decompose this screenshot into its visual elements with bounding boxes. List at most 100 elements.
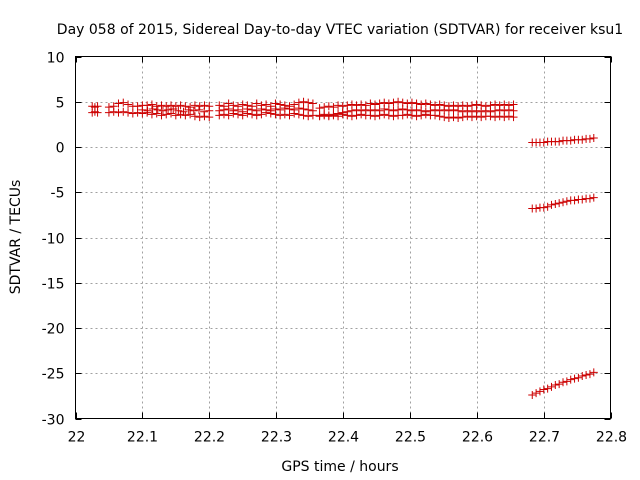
data-point (152, 109, 161, 118)
data-point (320, 103, 329, 112)
y-tick-label: -25 (42, 367, 65, 383)
data-point (315, 104, 324, 113)
data-point (407, 98, 416, 107)
data-point (403, 110, 412, 119)
data-point (290, 109, 299, 118)
data-point (472, 112, 481, 121)
series-sat-m (528, 193, 598, 213)
data-point (181, 102, 190, 111)
data-point (532, 204, 541, 213)
data-point (128, 109, 137, 118)
data-point (162, 102, 171, 111)
data-point (238, 111, 247, 120)
data-point (304, 98, 313, 107)
data-point (444, 114, 453, 123)
data-point (119, 107, 128, 116)
data-point (308, 99, 317, 108)
data-point (252, 99, 261, 108)
series-sat-c (104, 98, 214, 112)
data-point (440, 105, 449, 114)
data-point (147, 100, 156, 109)
data-point (352, 111, 361, 120)
data-point (535, 387, 544, 396)
data-point (114, 99, 123, 108)
data-point (394, 97, 403, 106)
y-tick-label: -30 (42, 413, 65, 429)
data-point (162, 110, 171, 119)
data-point (152, 102, 161, 111)
data-point (589, 133, 598, 142)
data-point (234, 110, 243, 119)
data-point (195, 113, 204, 122)
data-point (566, 136, 575, 145)
series-sat-k (315, 110, 518, 123)
data-point (243, 109, 252, 118)
y-tick-label: 5 (56, 96, 65, 112)
data-point (578, 135, 587, 144)
axis-ticks: 22 22.1 22.2 22.3 22.4 22.5 22.6 22.7 22.8 10 5 0 -5… (42, 51, 627, 446)
data-point (555, 380, 564, 389)
x-tick-label: 22.5 (395, 430, 426, 446)
data-point (375, 99, 384, 108)
data-point (463, 112, 472, 121)
data-point (551, 381, 560, 390)
data-point (119, 98, 128, 107)
data-point (543, 202, 552, 211)
data-point (357, 110, 366, 119)
y-tick-label: -15 (42, 277, 65, 293)
data-point (200, 107, 209, 116)
data-point (589, 193, 598, 202)
x-tick-label: 22.2 (194, 430, 225, 446)
data-point (308, 111, 317, 120)
grid-lines (75, 56, 611, 419)
y-tick-label: -20 (42, 322, 65, 338)
data-point (570, 374, 579, 383)
data-point (380, 110, 389, 119)
data-point (176, 101, 185, 110)
data-point (248, 110, 257, 119)
data-point (124, 108, 133, 117)
data-point (257, 110, 266, 119)
y-tick-label: -5 (51, 186, 65, 202)
data-point (366, 111, 375, 120)
x-tick-label: 22.3 (261, 430, 292, 446)
series-sat-h (215, 108, 317, 121)
data-point (153, 105, 162, 114)
data-point (189, 106, 198, 115)
data-point (435, 112, 444, 121)
data-point (299, 97, 308, 106)
chart-title: Day 058 of 2015, Sidereal Day-to-day VTE… (57, 22, 623, 38)
data-point (389, 112, 398, 121)
data-point (114, 108, 123, 117)
data-point (205, 106, 214, 115)
data-point (509, 113, 518, 122)
data-point (294, 110, 303, 119)
data-point (398, 111, 407, 120)
x-tick-label: 22.8 (596, 430, 627, 446)
data-point (181, 111, 190, 120)
data-point (186, 110, 195, 119)
data-point (371, 112, 380, 121)
data-point (421, 110, 430, 119)
data-point (324, 102, 333, 111)
data-point (224, 111, 233, 120)
data-point (477, 113, 486, 122)
data-point (171, 111, 180, 120)
data-point (329, 111, 338, 120)
data-point (266, 109, 275, 118)
y-tick-label: 0 (56, 141, 65, 157)
data-point (229, 109, 238, 118)
data-point (158, 106, 167, 115)
data-point (343, 111, 352, 120)
data-point (585, 134, 594, 143)
data-point (194, 105, 203, 114)
data-point (271, 110, 280, 119)
data-point (570, 196, 579, 205)
data-point (299, 111, 308, 120)
data-point (147, 110, 156, 119)
data-point (585, 194, 594, 203)
data-point (562, 197, 571, 206)
data-point (559, 198, 568, 207)
data-point (190, 101, 199, 110)
data-point (143, 106, 152, 115)
